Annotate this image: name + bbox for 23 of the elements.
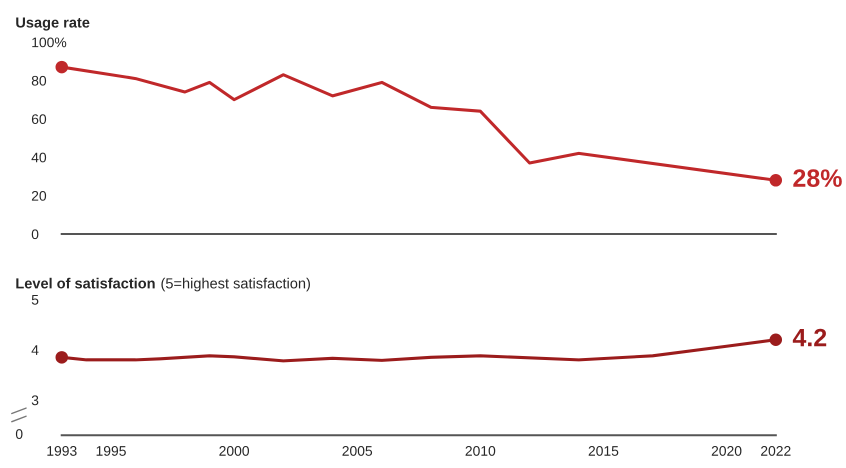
- x-tick-label: 1995: [96, 446, 126, 456]
- y-tick-label: 40: [32, 152, 46, 162]
- data-label: 28%: [793, 169, 842, 187]
- x-tick-label: 1993: [47, 446, 77, 456]
- x-tick-label: 2020: [712, 446, 742, 456]
- text: 0: [16, 429, 23, 439]
- y-tick-label: 80: [32, 76, 46, 86]
- y-tick-label: 5: [32, 294, 38, 305]
- y-tick-label: 3: [32, 395, 38, 406]
- y-tick-label: 60: [32, 114, 46, 124]
- x-tick-label: 2000: [219, 446, 250, 456]
- chart-title: Usage rate: [16, 17, 90, 31]
- chart-subtitle: (5=highest satisfaction): [161, 278, 310, 292]
- x-tick-label: 2005: [342, 446, 372, 456]
- x-tick-label: 2015: [588, 446, 618, 456]
- y-tick-label: 20: [32, 190, 46, 201]
- y-tick-label: 0: [32, 229, 38, 240]
- y-tick-label: 100%: [32, 37, 66, 48]
- x-tick-label: 2022: [761, 446, 791, 456]
- chart-title: Level of satisfaction: [16, 278, 155, 288]
- data-label: 4.2: [792, 328, 826, 346]
- y-tick-label: 4: [32, 345, 39, 355]
- x-tick-label: 2010: [466, 446, 496, 456]
